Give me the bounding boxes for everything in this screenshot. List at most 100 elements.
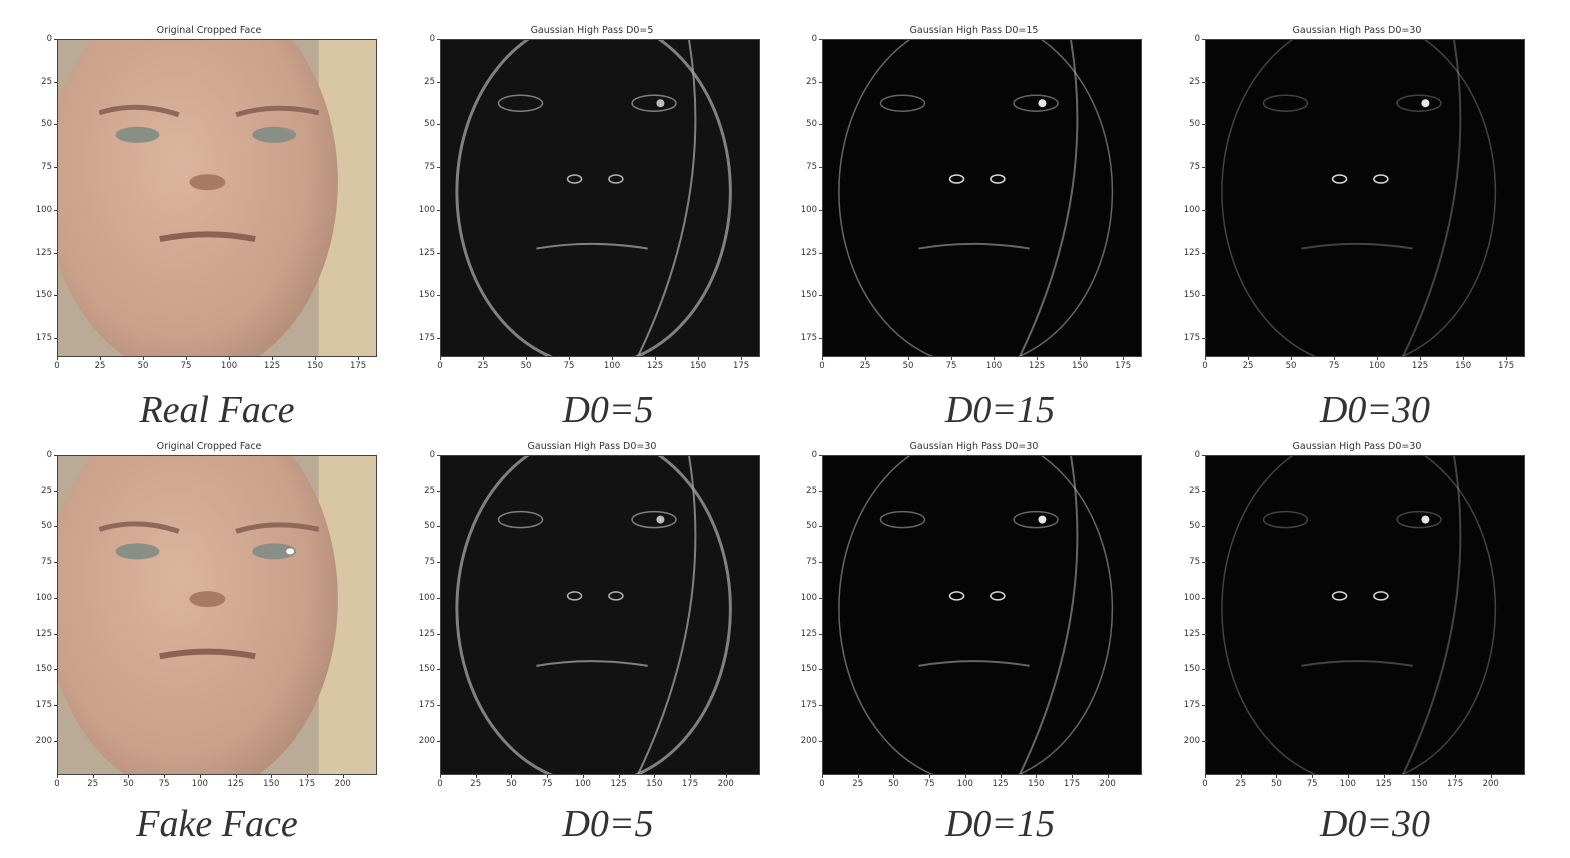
x-tick-label: 125 [263, 361, 281, 371]
x-tick-label: 175 [1446, 779, 1464, 789]
x-tick-mark [1037, 357, 1039, 360]
x-tick-mark [1276, 775, 1278, 778]
x-tick-mark [1205, 357, 1206, 360]
x-tick-mark [655, 357, 657, 360]
y-tick-label: 175 [35, 333, 52, 344]
y-tick-mark [819, 252, 822, 254]
x-tick-label: 0 [819, 779, 825, 789]
x-tick-label: 25 [1235, 779, 1247, 789]
x-tick-label: 100 [956, 779, 973, 789]
x-tick-mark [725, 775, 727, 778]
x-tick-label: 25 [859, 361, 871, 371]
x-tick-label: 175 [681, 779, 699, 789]
y-tick-mark [54, 39, 57, 40]
x-tick-mark [315, 357, 317, 360]
x-tick-label: 125 [1411, 361, 1429, 371]
y-tick-mark [54, 124, 57, 126]
caption-fake-face: Fake Face [136, 803, 298, 845]
y-tick-mark [54, 295, 57, 297]
y-tick-mark [1202, 597, 1205, 599]
x-tick-label: 0 [1202, 361, 1208, 371]
y-tick-label: 175 [800, 700, 817, 710]
y-tick-label: 125 [1183, 628, 1200, 639]
panel-title: Original Cropped Face [156, 25, 262, 36]
image-highpass-d0-5-fake [440, 455, 760, 775]
x-tick-mark [865, 357, 866, 360]
x-tick-mark [199, 775, 201, 778]
x-tick-mark [1036, 775, 1038, 778]
y-tick-mark [54, 338, 57, 340]
y-tick-mark [1202, 295, 1205, 297]
x-tick-mark [342, 775, 344, 778]
y-tick-mark [437, 740, 440, 742]
x-tick-mark [857, 775, 859, 778]
x-tick-label: 125 [1028, 361, 1046, 371]
y-tick-mark [54, 167, 57, 169]
x-tick-label: 100 [1339, 779, 1356, 789]
y-tick-mark [437, 295, 440, 297]
y-tick-label: 100 [418, 204, 435, 215]
x-tick-label: 0 [819, 361, 825, 371]
y-tick-mark [1202, 209, 1205, 211]
y-tick-mark [437, 597, 440, 599]
y-tick-mark [54, 252, 57, 254]
image-highpass-d0-5-real [440, 39, 760, 357]
panel-title: Gaussian High Pass D0=30 [1292, 25, 1422, 36]
x-tick-mark [229, 357, 231, 360]
x-tick-mark [128, 775, 130, 778]
y-tick-label: 150 [418, 664, 435, 675]
x-tick-label: 100 [1368, 361, 1386, 371]
x-tick-mark [1312, 775, 1314, 778]
y-tick-mark [54, 669, 57, 671]
y-tick-mark [54, 526, 57, 528]
x-tick-mark [143, 357, 145, 360]
y-tick-mark [1202, 338, 1205, 340]
y-tick-label: 50 [1189, 119, 1200, 130]
x-tick-mark [822, 357, 823, 360]
x-tick-label: 200 [717, 779, 734, 789]
y-tick-label: 25 [1189, 76, 1200, 87]
x-tick-mark [440, 775, 441, 778]
y-tick-mark [437, 490, 440, 492]
x-tick-mark [1205, 775, 1206, 778]
x-tick-mark [186, 357, 188, 360]
y-tick-mark [819, 209, 822, 211]
x-tick-label: 175 [1114, 361, 1132, 371]
y-tick-label: 75 [41, 557, 52, 568]
x-tick-label: 0 [1202, 779, 1208, 789]
y-tick-label: 200 [800, 735, 817, 746]
x-tick-mark [1347, 775, 1349, 778]
x-tick-mark [908, 357, 910, 360]
panel-r2-c3: Gaussian High Pass D0=30 0 25 50 75 100 125 15… [765, 440, 1155, 800]
y-tick-label: 100 [800, 592, 817, 603]
x-tick-label: 200 [1099, 779, 1116, 789]
y-tick-mark [54, 740, 57, 742]
y-tick-mark [54, 455, 57, 456]
y-tick-mark [819, 124, 822, 126]
y-tick-label: 100 [1183, 204, 1200, 215]
x-tick-label: 50 [506, 779, 517, 789]
panel-r1-c3: Gaussian High Pass D0=15 0 25 50 75 100 125 15… [765, 24, 1155, 374]
y-tick-mark [437, 669, 440, 671]
image-highpass-d0-15-fake [822, 455, 1142, 775]
x-tick-label: 150 [306, 361, 324, 371]
x-tick-label: 150 [1028, 779, 1045, 789]
y-tick-mark [819, 669, 822, 671]
x-tick-label: 175 [732, 361, 750, 371]
x-tick-label: 100 [220, 361, 238, 371]
y-tick-mark [1202, 455, 1205, 456]
y-tick-mark [819, 490, 822, 492]
x-tick-mark [1334, 357, 1336, 360]
y-tick-mark [1202, 81, 1205, 83]
x-tick-mark [1420, 357, 1422, 360]
y-tick-label: 0 [429, 450, 435, 460]
x-tick-label: 0 [437, 779, 443, 789]
x-tick-mark [1123, 357, 1125, 360]
x-tick-label: 175 [1063, 779, 1081, 789]
y-tick-label: 0 [811, 34, 817, 44]
y-tick-label: 0 [429, 34, 435, 44]
x-tick-label: 75 [1306, 779, 1318, 789]
x-tick-label: 100 [985, 361, 1003, 371]
y-tick-mark [54, 597, 57, 599]
y-tick-label: 50 [806, 119, 817, 130]
